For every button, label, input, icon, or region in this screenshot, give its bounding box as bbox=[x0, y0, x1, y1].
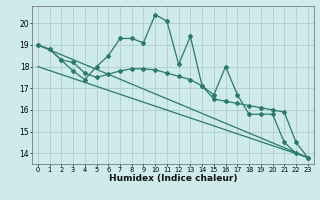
X-axis label: Humidex (Indice chaleur): Humidex (Indice chaleur) bbox=[108, 174, 237, 183]
